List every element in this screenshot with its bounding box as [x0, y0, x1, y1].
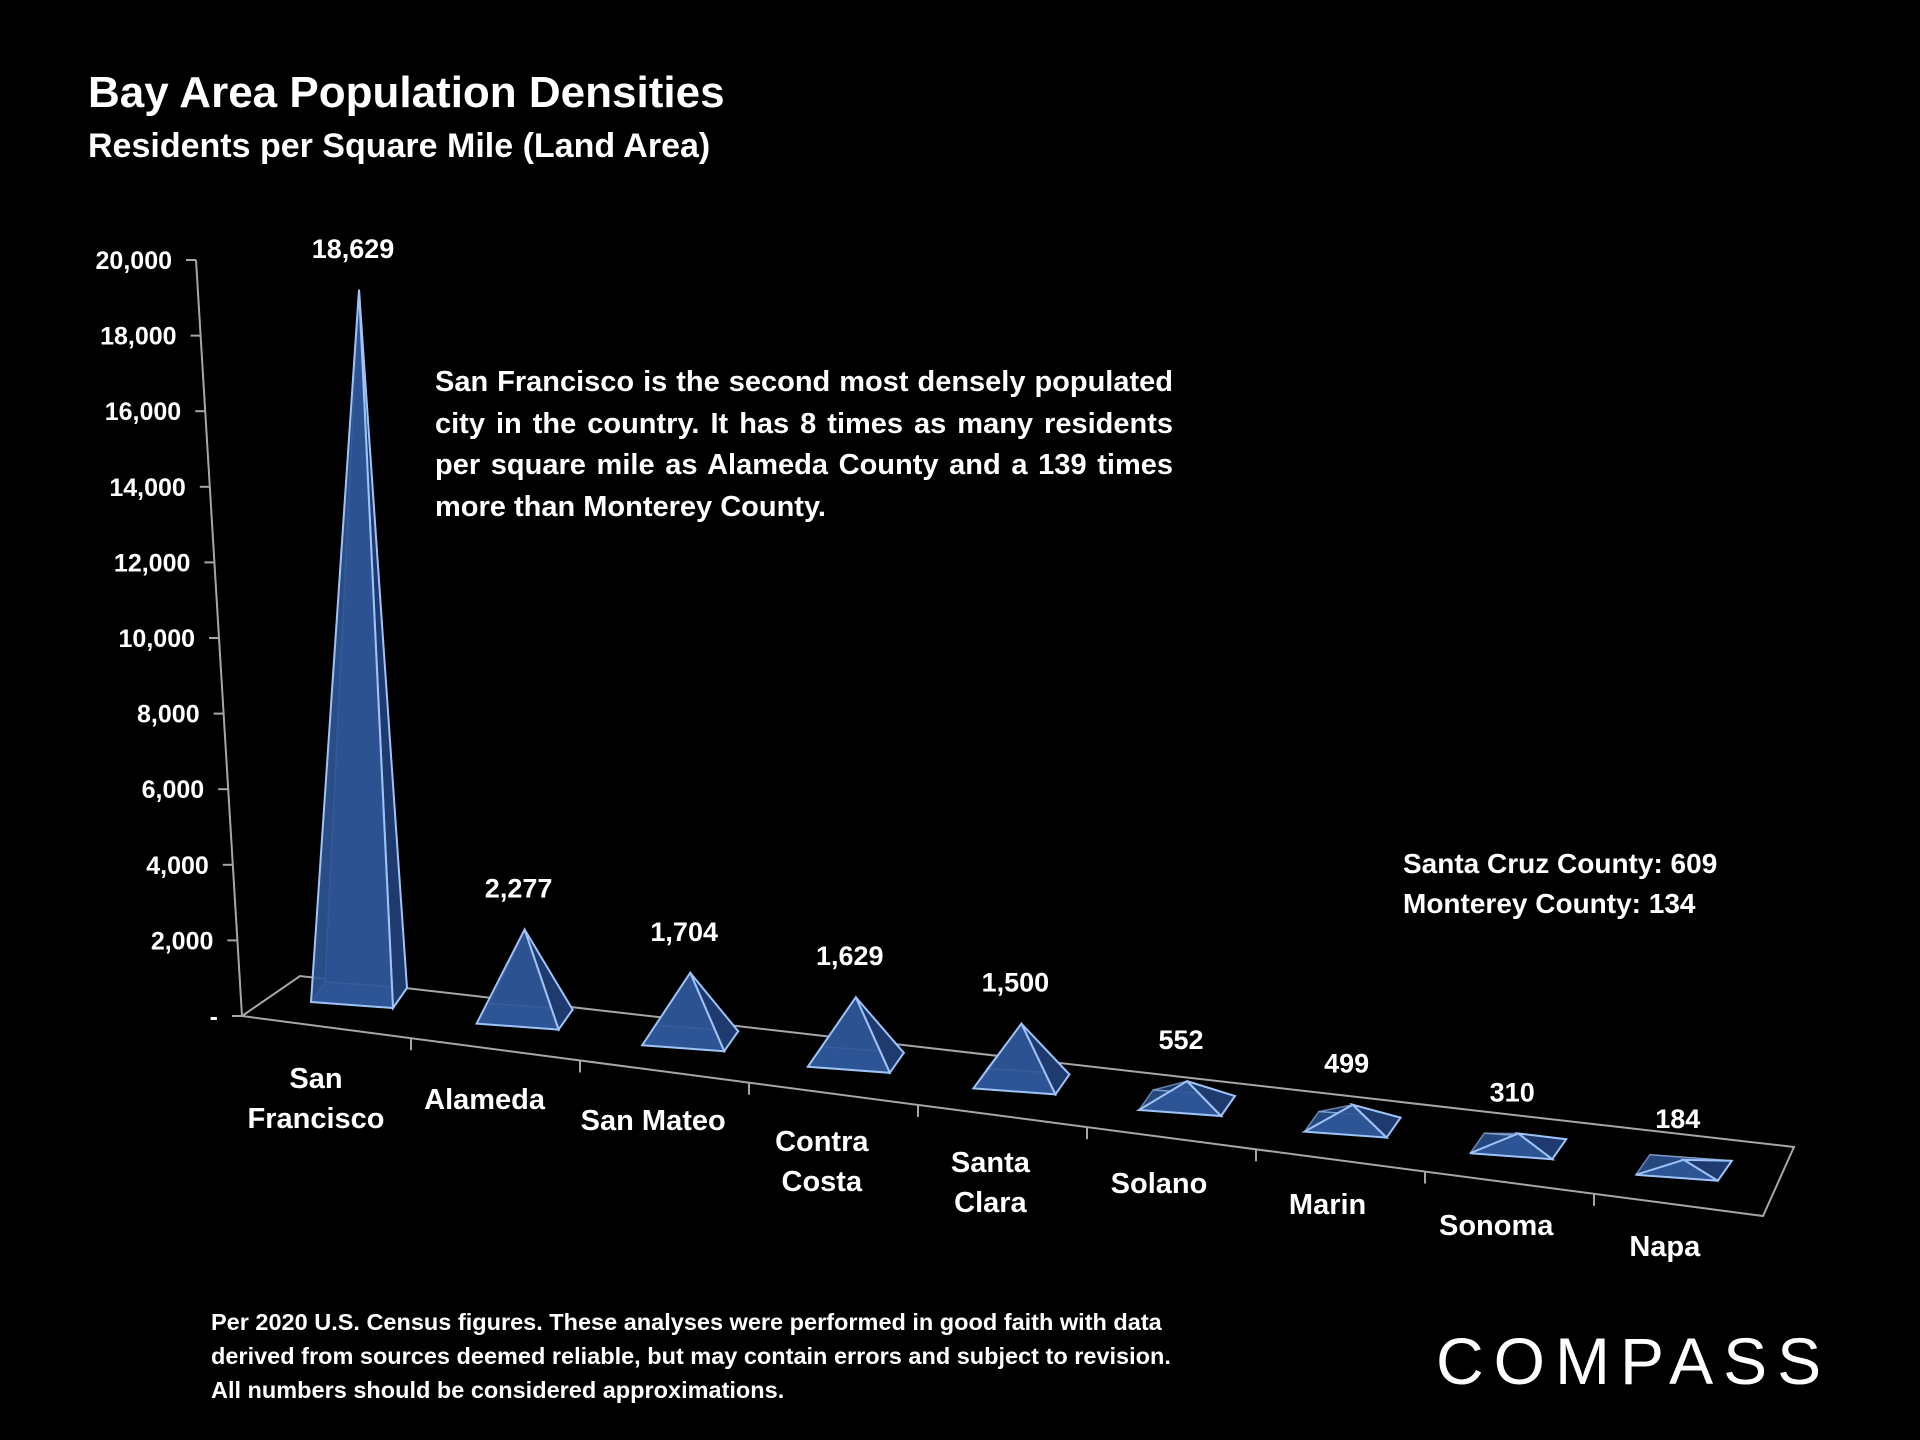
category-label: Sonoma [1439, 1210, 1554, 1242]
y-tick-label: 14,000 [109, 474, 185, 502]
y-tick-label: 8,000 [137, 701, 200, 729]
category-label: Solano [1111, 1168, 1208, 1200]
y-tick-label: - [210, 1003, 218, 1031]
category-label: Contra [775, 1126, 869, 1158]
pyramid-front-face [640, 970, 726, 1053]
data-label: 2,277 [485, 874, 553, 904]
pyramid-front-face [1135, 1079, 1224, 1118]
data-label: 310 [1490, 1077, 1535, 1107]
data-label: 499 [1324, 1049, 1369, 1079]
category-label: Alameda [424, 1084, 546, 1116]
category-label: Marin [1289, 1189, 1366, 1221]
y-tick-label: 4,000 [146, 852, 209, 880]
side-note-santa-cruz: Santa Cruz County: 609 [1403, 848, 1718, 879]
y-tick-label: 6,000 [142, 776, 205, 804]
y-tick-label: 16,000 [105, 398, 181, 426]
data-label: 1,704 [650, 917, 718, 947]
y-tick-label: 12,000 [114, 549, 190, 577]
pyramid-front-face [1301, 1103, 1390, 1139]
chart-subtitle: Residents per Square Mile (Land Area) [88, 127, 711, 165]
pyramid-front-face [1469, 1132, 1556, 1161]
category-label: Costa [782, 1166, 863, 1198]
category-label: San [289, 1063, 342, 1095]
y-tick-label: 2,000 [151, 927, 214, 955]
data-label: 1,629 [816, 941, 884, 971]
category-label: Clara [954, 1187, 1027, 1219]
pyramid-front-face [475, 926, 561, 1031]
y-tick-label: 20,000 [96, 247, 172, 275]
pyramid-front-face [309, 289, 395, 1010]
pyramid-front-face [1635, 1158, 1719, 1182]
data-label: 184 [1655, 1104, 1700, 1134]
data-label: 1,500 [982, 968, 1050, 998]
category-label: Santa [951, 1147, 1031, 1179]
category-label: Napa [1629, 1231, 1701, 1263]
chart-title: Bay Area Population Densities [88, 68, 725, 117]
annotation-text: San Francisco is the second most densely… [435, 366, 1173, 523]
data-label: 18,629 [312, 234, 395, 264]
category-label: San Mateo [581, 1105, 726, 1137]
footnote: Per 2020 U.S. Census figures. These anal… [211, 1309, 1171, 1403]
data-label: 552 [1158, 1025, 1203, 1055]
pyramid-front-face [805, 995, 892, 1074]
category-label: Francisco [248, 1103, 385, 1135]
y-tick-label: 10,000 [119, 625, 195, 653]
pyramid-front-face [971, 1021, 1058, 1096]
y-tick-label: 18,000 [100, 323, 176, 351]
compass-logo: COMPASS [1436, 1324, 1831, 1398]
side-note-monterey: Monterey County: 134 [1403, 888, 1696, 919]
compass-logo-text: COMPASS [1436, 1324, 1831, 1398]
